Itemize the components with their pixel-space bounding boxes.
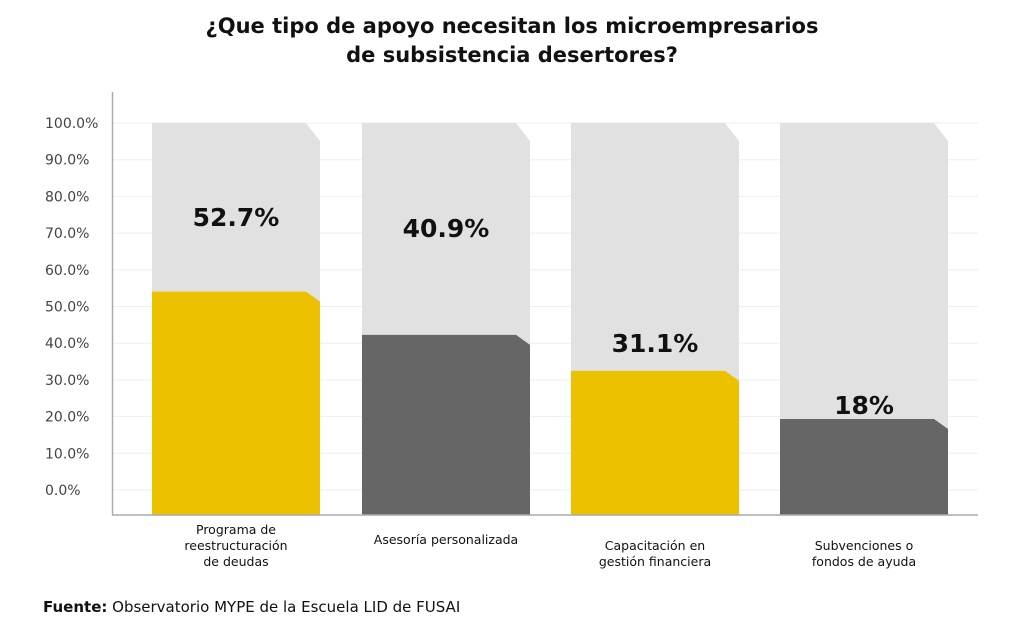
y-tick-label: 50.0%: [45, 300, 89, 316]
category-label-line: reestructuración: [184, 538, 288, 553]
value-label: 40.9%: [403, 214, 490, 243]
value-bar: [362, 334, 530, 515]
value-bar: [571, 370, 739, 515]
value-bar: [152, 291, 320, 515]
chart-title: ¿Que tipo de apoyo necesitan los microem…: [0, 12, 1024, 70]
category-label-line: gestión financiera: [598, 554, 712, 569]
category-label-line: de deudas: [203, 554, 269, 569]
y-tick-label: 90.0%: [45, 153, 89, 169]
value-label: 52.7%: [193, 203, 280, 232]
bar-group: 31.1%: [571, 123, 739, 515]
chart-title-line-1: ¿Que tipo de apoyo necesitan los microem…: [205, 14, 819, 38]
chart-title-line-2: de subsistencia desertores?: [346, 43, 678, 67]
category-label: Subvenciones o fondos de ayuda: [764, 538, 964, 570]
y-tick-label: 60.0%: [45, 263, 89, 279]
y-tick-label: 100.0%: [45, 116, 98, 132]
source-label: Fuente:: [43, 598, 108, 616]
bars: 52.7% 40.9% 31.1% 18%: [152, 123, 948, 515]
category-label: Asesoría personalizada: [346, 532, 546, 548]
source-text: Observatorio MYPE de la Escuela LID de F…: [107, 598, 461, 616]
y-tick-label: 0.0%: [45, 483, 81, 499]
y-tick-label: 30.0%: [45, 373, 89, 389]
background-bar: [780, 123, 948, 515]
category-label-line: Programa de: [196, 522, 276, 537]
value-label: 31.1%: [612, 329, 699, 358]
category-label: Programa de reestructuración de deudas: [136, 522, 336, 570]
category-label: Capacitación en gestión financiera: [555, 538, 755, 570]
category-label-line: Capacitación en: [604, 538, 706, 553]
y-tick-label: 10.0%: [45, 446, 89, 462]
category-label-line: Asesoría personalizada: [373, 532, 519, 547]
value-bar: [780, 418, 948, 515]
category-label-line: Subvenciones o: [814, 538, 914, 553]
source-note: Fuente: Observatorio MYPE de la Escuela …: [43, 598, 460, 616]
value-label: 18%: [834, 391, 894, 420]
bar-group: 40.9%: [362, 123, 530, 515]
bar-group: 52.7%: [152, 123, 320, 515]
bar-group: 18%: [780, 123, 948, 515]
y-tick-label: 80.0%: [45, 189, 89, 205]
y-tick-label: 20.0%: [45, 410, 89, 426]
y-axis-ticks: 0.0% 10.0% 20.0% 30.0% 40.0% 50.0% 60.0% 70.0% 8…: [45, 116, 98, 499]
y-tick-label: 40.0%: [45, 336, 89, 352]
category-label-line: fondos de ayuda: [811, 554, 917, 569]
y-tick-label: 70.0%: [45, 226, 89, 242]
